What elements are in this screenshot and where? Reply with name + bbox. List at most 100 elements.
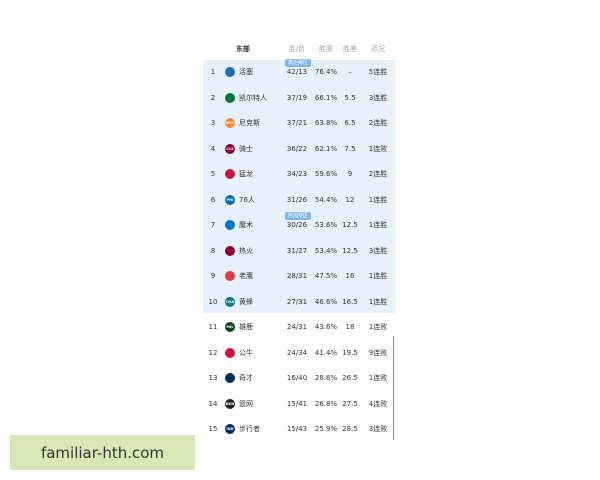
rank: 8 — [210, 246, 216, 255]
team-name: 步行者 — [239, 425, 260, 433]
header-gb: 胜差 — [343, 45, 357, 53]
win-pct: 53.6% — [314, 221, 338, 229]
games-behind: 26.5 — [342, 374, 358, 382]
header-record: 胜/负 — [288, 45, 306, 53]
win-pct: 66.1% — [314, 93, 338, 102]
team-logo — [225, 271, 235, 281]
scrollbar — [393, 336, 394, 440]
rank: 5 — [210, 170, 216, 178]
win-pct: 28.6% — [314, 374, 338, 382]
zone-badge: 季后赛区 — [285, 59, 312, 67]
record: 15/41 — [286, 399, 308, 408]
win-pct: 25.9% — [314, 425, 338, 433]
games-behind: 19.5 — [342, 348, 358, 357]
record: 24/34 — [286, 348, 308, 357]
games-behind: 16 — [345, 272, 355, 280]
streak: 1连胜 — [368, 221, 388, 229]
team-logo: PHI — [225, 194, 235, 205]
team-logo — [225, 245, 235, 256]
team-name: 活塞 — [239, 68, 253, 76]
record: 28/31 — [286, 272, 308, 280]
rank: 11 — [208, 323, 218, 331]
team-name: 凯尔特人 — [239, 93, 267, 102]
streak: 2连胜 — [368, 170, 388, 178]
team-logo: CLE — [225, 143, 235, 154]
team-logo: MIL — [225, 322, 235, 332]
games-behind: 9 — [347, 170, 353, 178]
zone-badge: 附加赛区 — [285, 212, 312, 220]
win-pct: 76.4% — [314, 68, 338, 76]
games-behind: 7.5 — [344, 144, 356, 153]
record: 15/43 — [286, 425, 308, 433]
record: 37/19 — [286, 93, 308, 102]
streak: 3连胜 — [368, 246, 388, 255]
games-behind: 16.5 — [342, 297, 358, 306]
header-pct: 胜率 — [319, 45, 333, 53]
games-behind: 6.5 — [344, 119, 356, 127]
streak: 3连败 — [368, 425, 388, 433]
streak: 1连胜 — [368, 297, 388, 306]
playoff-zone — [203, 60, 395, 313]
team-logo: IND — [225, 424, 235, 434]
win-pct: 26.8% — [314, 399, 338, 408]
record: 42/13 — [286, 68, 308, 76]
record: 31/26 — [286, 195, 308, 204]
rank: 15 — [208, 425, 218, 433]
streak: 1连胜 — [368, 195, 388, 204]
team-name: 尼克斯 — [239, 119, 260, 127]
team-name: 骑士 — [239, 144, 253, 153]
brand-label: familiar-hth.com — [10, 435, 195, 470]
header-streak: 近况 — [371, 45, 385, 53]
streak: 5连胜 — [368, 68, 388, 76]
record: 36/22 — [286, 144, 308, 153]
rank: 6 — [210, 195, 216, 204]
streak: 1连胜 — [368, 272, 388, 280]
win-pct: 54.4% — [314, 195, 338, 204]
team-logo: NYK — [225, 118, 235, 128]
streak: 9连败 — [368, 348, 388, 357]
record: 34/23 — [286, 170, 308, 178]
rank: 1 — [210, 68, 216, 76]
team-name: 魔术 — [239, 221, 253, 229]
win-pct: 63.8% — [314, 119, 338, 127]
streak: 4连败 — [368, 399, 388, 408]
streak: 3连胜 — [368, 93, 388, 102]
team-logo — [225, 169, 235, 179]
team-name: 公牛 — [239, 348, 253, 357]
record: 27/31 — [286, 297, 308, 306]
team-logo: CHA — [225, 296, 235, 307]
games-behind: 28.5 — [342, 425, 358, 433]
win-pct: 59.6% — [314, 170, 338, 178]
games-behind: 12.5 — [342, 221, 358, 229]
team-name: 雄鹿 — [239, 323, 253, 331]
team-name: 篮网 — [239, 399, 253, 408]
win-pct: 47.5% — [314, 272, 338, 280]
team-name: 热火 — [239, 246, 253, 255]
games-behind: 27.5 — [342, 399, 358, 408]
rank: 14 — [208, 399, 218, 408]
win-pct: 46.6% — [314, 297, 338, 306]
streak: 1连败 — [368, 374, 388, 382]
team-logo — [225, 373, 235, 383]
rank: 13 — [208, 374, 218, 382]
record: 37/21 — [286, 119, 308, 127]
rank: 2 — [210, 93, 216, 102]
games-behind: – — [348, 68, 352, 76]
win-pct: 53.4% — [314, 246, 338, 255]
games-behind: 18 — [345, 323, 355, 331]
record: 31/27 — [286, 246, 308, 255]
win-pct: 62.1% — [314, 144, 338, 153]
team-name: 76人 — [239, 195, 255, 204]
team-name: 黄蜂 — [239, 297, 253, 306]
rank: 3 — [210, 119, 216, 127]
streak: 2连胜 — [368, 119, 388, 127]
streak: 1连败 — [368, 323, 388, 331]
games-behind: 12.5 — [342, 246, 358, 255]
rank: 4 — [210, 144, 216, 153]
streak: 1连败 — [368, 144, 388, 153]
team-logo — [225, 347, 235, 358]
rank: 10 — [208, 297, 218, 306]
rank: 9 — [210, 272, 216, 280]
